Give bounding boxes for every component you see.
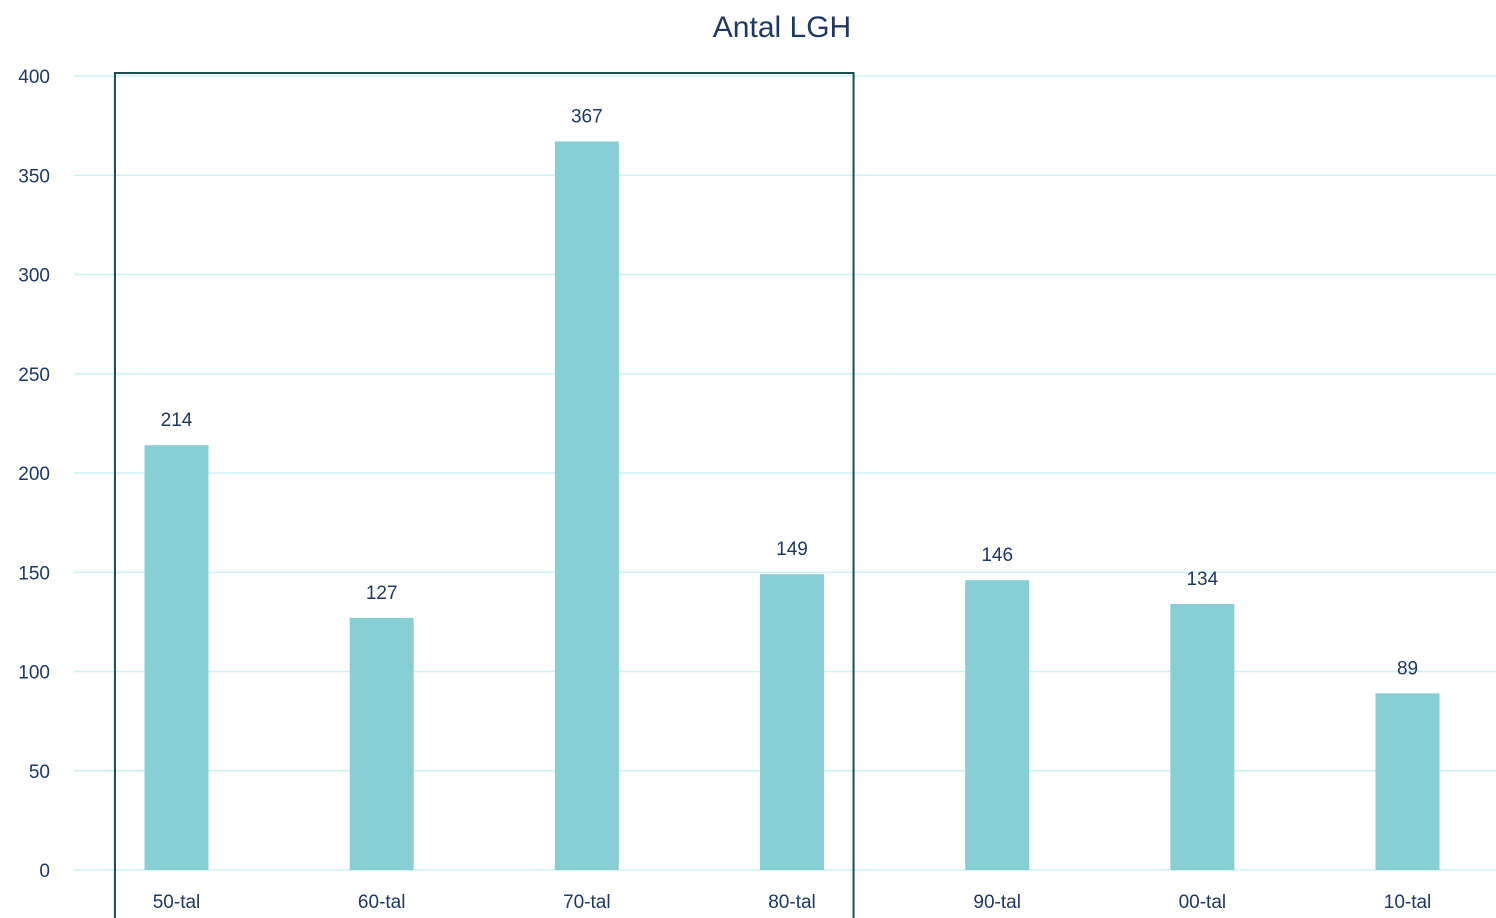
y-tick-label: 150 — [18, 563, 50, 584]
category-label: 60-tal — [358, 892, 406, 913]
y-tick-label: 400 — [18, 67, 50, 88]
category-label: 00-tal — [1179, 892, 1227, 913]
bar-70-tal — [554, 141, 619, 870]
x-axis-categories: 50-tal 60-tal 70-tal 80-tal 90-tal 00-tal 10-t… — [153, 892, 1432, 913]
y-tick-label: 250 — [18, 365, 50, 386]
data-labels: 214 127 367 149 146 134 89 — [161, 107, 1418, 680]
chart-title: Antal LGH — [713, 11, 851, 44]
y-axis-ticks: 0 50 100 150 200 250 300 350 400 — [18, 67, 50, 882]
data-label: 134 — [1186, 569, 1218, 590]
category-label: 90-tal — [973, 892, 1021, 913]
bar-00-tal — [1170, 604, 1235, 870]
data-label: 89 — [1397, 658, 1418, 679]
data-label: 149 — [776, 539, 808, 560]
y-tick-label: 200 — [18, 464, 50, 485]
bar-60-tal — [349, 617, 414, 870]
data-label: 146 — [981, 545, 1013, 566]
highlight-box — [113, 72, 855, 918]
category-label: 70-tal — [563, 892, 611, 913]
y-tick-label: 100 — [18, 663, 50, 684]
bar-90-tal — [965, 580, 1030, 870]
data-label: 214 — [161, 410, 193, 431]
category-label: 10-tal — [1384, 892, 1432, 913]
category-label: 80-tal — [768, 892, 816, 913]
y-tick-label: 50 — [29, 762, 50, 783]
data-label: 367 — [571, 107, 603, 128]
y-tick-label: 0 — [39, 861, 50, 882]
gridlines — [74, 75, 1496, 871]
y-tick-label: 300 — [18, 266, 50, 287]
bar-50-tal — [144, 445, 209, 870]
y-tick-label: 350 — [18, 166, 50, 187]
category-label: 50-tal — [153, 892, 201, 913]
data-label: 127 — [366, 583, 398, 604]
bar-80-tal — [760, 574, 825, 870]
bars — [144, 141, 1440, 870]
bar-10-tal — [1375, 693, 1440, 870]
